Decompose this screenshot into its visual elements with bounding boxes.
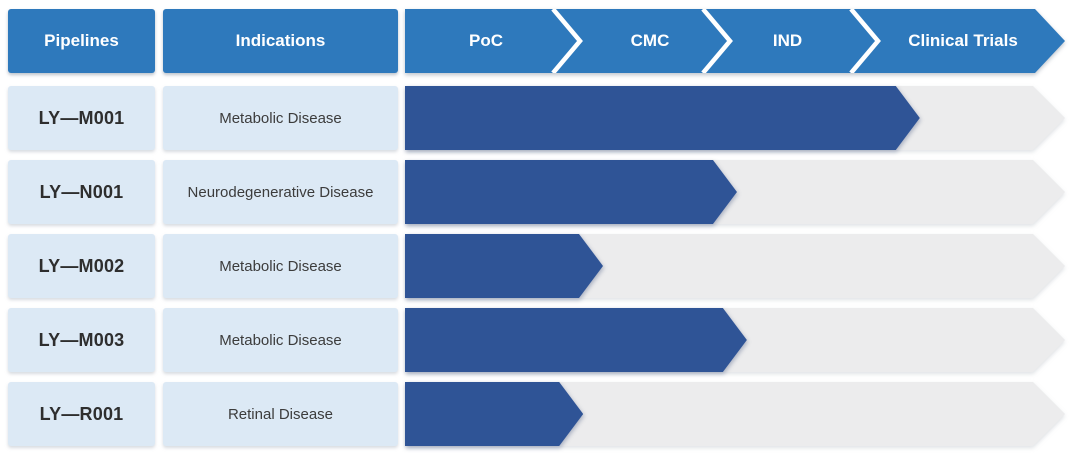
pipeline-id-box: LY—R001 [8,382,155,446]
pipeline-id: LY—M001 [38,107,125,128]
pipeline-row: LY—N001 Neurodegenerative Disease [8,160,1080,224]
stage-labels: PoC CMC IND Clinical Trials [405,9,1065,73]
indication: Metabolic Disease [219,109,342,127]
stage-label-poc: PoC [469,31,503,50]
stage-band: PoC CMC IND Clinical Trials [405,7,1065,75]
progress-bar [405,308,747,372]
header-pipelines: Pipelines [8,9,155,73]
pipeline-row: LY—R001 Retinal Disease [8,382,1080,446]
stage-label-cmc: CMC [630,31,670,50]
header-pipelines-label: Pipelines [44,31,119,50]
pipeline-id-box: LY—M001 [8,86,155,150]
indication: Metabolic Disease [219,257,342,275]
stage-band-chevron-shape [405,7,1065,75]
progress-bar [405,382,583,446]
stage-label-ind: IND [772,31,803,50]
pipeline-id: LY—N001 [39,181,124,202]
pipeline-id: LY—R001 [39,403,124,424]
indication-box: Metabolic Disease [163,308,398,372]
stage-label-clinical-trials: Clinical Trials [908,31,1018,50]
pipeline-id-box: LY—N001 [8,160,155,224]
indication: Neurodegenerative Disease [187,183,374,201]
pipeline-id: LY—M002 [38,255,125,276]
indication-box: Neurodegenerative Disease [163,160,398,224]
pipeline-row: LY—M002 Metabolic Disease [8,234,1080,298]
pipeline-row: LY—M003 Metabolic Disease [8,308,1080,372]
indication-box: Metabolic Disease [163,234,398,298]
progress-bar [405,160,737,224]
pipeline-id: LY—M003 [38,329,125,350]
indication-box: Metabolic Disease [163,86,398,150]
header-indications-label: Indications [235,31,326,50]
pipeline-id-box: LY—M003 [8,308,155,372]
header-indications: Indications [163,9,398,73]
indication: Retinal Disease [227,405,334,423]
indication: Metabolic Disease [219,331,342,349]
pipeline-id-box: LY—M002 [8,234,155,298]
progress-bar [405,86,920,150]
indication-box: Retinal Disease [163,382,398,446]
progress-bar [405,234,603,298]
header-row: Pipelines Indications PoC [8,7,1080,75]
pipeline-row: LY—M001 Metabolic Disease [8,86,1080,150]
